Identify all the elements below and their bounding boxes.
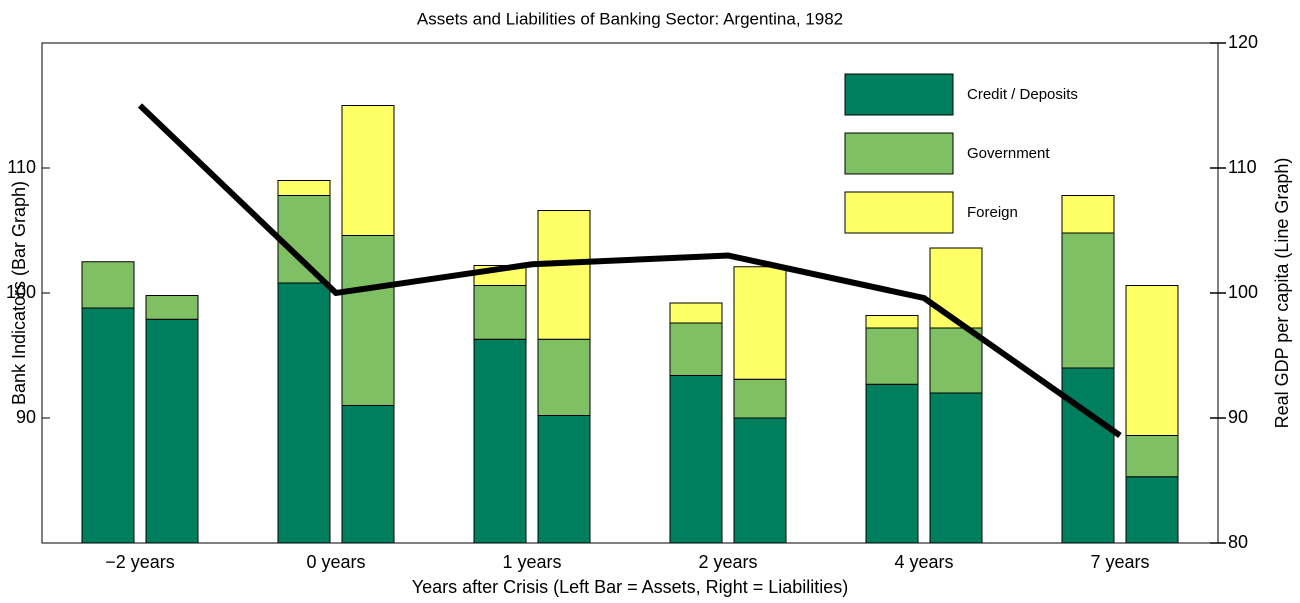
bar-segment xyxy=(277,180,331,196)
y2-tick-label: 110 xyxy=(1228,157,1257,177)
y2-tick-label: 80 xyxy=(1228,532,1248,552)
y-tick-label: 90 xyxy=(16,407,36,427)
bar-segment xyxy=(81,261,135,309)
bar-segment xyxy=(341,405,395,544)
x-tick-label: 4 years xyxy=(894,552,953,572)
bar-segment xyxy=(537,210,591,340)
x-tick-label: 1 years xyxy=(502,552,561,572)
chart-title: Assets and Liabilities of Banking Sector… xyxy=(417,9,843,28)
legend-label: Government xyxy=(967,145,1050,162)
bar-segment xyxy=(473,338,527,544)
bar-segment xyxy=(145,295,199,320)
bar-segment xyxy=(341,235,395,406)
plot-frame xyxy=(41,42,1219,544)
bar-segment xyxy=(1125,435,1179,478)
bar-segment xyxy=(865,383,919,544)
bar-segment xyxy=(929,392,983,544)
bar-segment xyxy=(81,307,135,544)
bar-segment xyxy=(669,322,723,376)
bar-segment xyxy=(1061,195,1115,234)
x-tick-label: 0 years xyxy=(306,552,365,572)
bar-segment xyxy=(929,327,983,394)
bar-segment xyxy=(865,315,919,329)
y2-axis-label: Real GDP per capita (Line Graph) xyxy=(1272,158,1292,429)
x-tick-label: 7 years xyxy=(1090,552,1149,572)
y2-tick-label: 120 xyxy=(1228,32,1258,52)
y2-tick-label: 100 xyxy=(1228,282,1258,302)
legend-swatch xyxy=(844,132,954,175)
bar-segment xyxy=(537,338,591,416)
legend-label: Credit / Deposits xyxy=(967,86,1078,103)
bar-segment xyxy=(865,327,919,385)
x-tick-label: −2 years xyxy=(105,552,175,572)
bar-segment xyxy=(669,302,723,324)
bar-segment xyxy=(1125,285,1179,436)
legend-label: Foreign xyxy=(967,204,1018,221)
bar-segment xyxy=(733,417,787,544)
bar-segment xyxy=(341,105,395,236)
bar-segment xyxy=(473,285,527,340)
legend-swatch xyxy=(844,191,954,234)
bar-segment xyxy=(277,282,331,544)
bar-segment xyxy=(145,318,199,544)
bar-segment xyxy=(1061,232,1115,369)
bar-segment xyxy=(929,247,983,329)
y-tick-label: 110 xyxy=(7,157,36,177)
bar-segment xyxy=(1061,367,1115,544)
bar-segment xyxy=(669,375,723,544)
x-tick-label: 2 years xyxy=(698,552,757,572)
bar-segment xyxy=(1125,476,1179,544)
gdp-line xyxy=(137,103,1122,438)
bar-segment xyxy=(733,378,787,419)
x-axis-label: Years after Crisis (Left Bar = Assets, R… xyxy=(412,577,849,597)
bar-segment xyxy=(537,415,591,544)
y-axis-label: Bank Indicators (Bar Graph) xyxy=(9,181,29,405)
bar-segment xyxy=(733,266,787,380)
bar-segment xyxy=(277,195,331,284)
y2-tick-label: 90 xyxy=(1228,407,1248,427)
y-tick-label: 100 xyxy=(6,282,36,302)
legend-swatch xyxy=(844,73,954,116)
